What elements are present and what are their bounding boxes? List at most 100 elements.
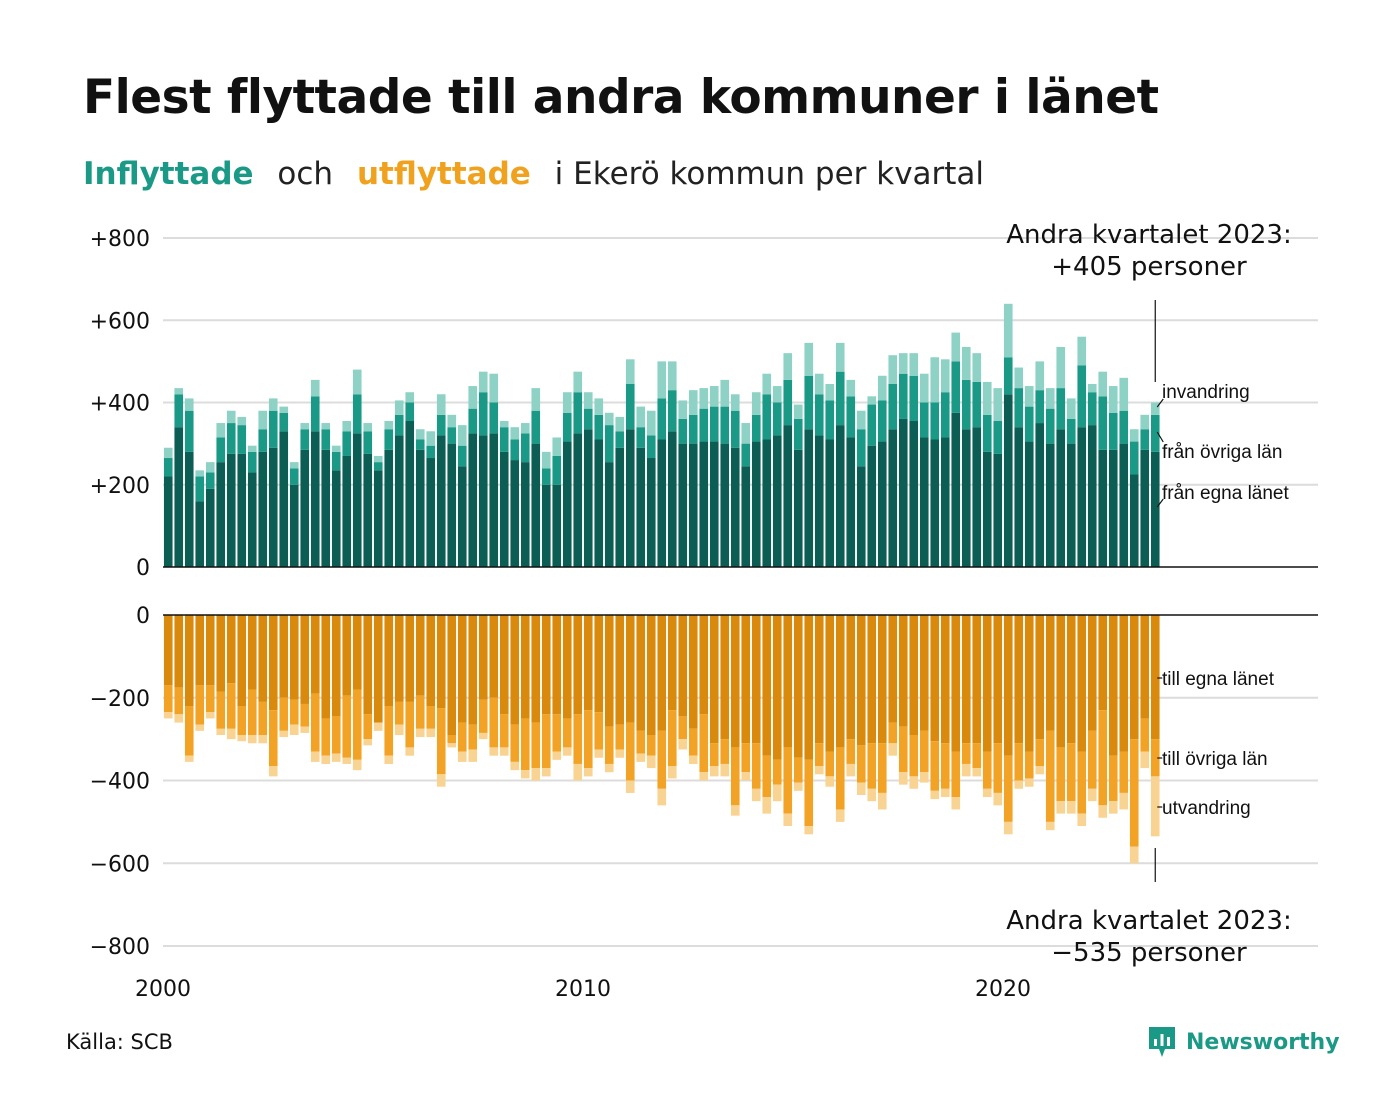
bar-in-segment [1066, 418, 1076, 444]
bar-in-segment [1129, 441, 1139, 475]
bar-in-segment [741, 466, 751, 567]
bar-out-segment [762, 615, 772, 756]
bar-in-segment [646, 435, 656, 459]
bar-in-segment [352, 433, 362, 567]
brand-name: Newsworthy [1186, 1029, 1340, 1055]
bar-in-segment [384, 421, 394, 430]
bar-in-segment [478, 371, 488, 393]
bar-out-segment [1140, 718, 1150, 752]
bar-out-segment [216, 615, 226, 692]
bar-out-segment [1066, 615, 1076, 744]
bar-out-segment [835, 615, 845, 748]
bar-in-segment [499, 421, 509, 428]
bar-out-segment [489, 747, 499, 756]
bar-out-segment [405, 615, 415, 702]
bar-out-segment [247, 689, 257, 735]
bar-in-segment [1056, 429, 1066, 567]
bar-out-segment [1108, 615, 1118, 756]
bar-out-segment [163, 615, 173, 686]
bar-out-segment [394, 701, 404, 725]
bar-in-segment [268, 410, 278, 448]
bar-out-segment [678, 716, 688, 740]
bar-in-segment [804, 375, 814, 430]
bar-out-segment [163, 712, 173, 719]
bar-out-segment [352, 615, 362, 690]
bar-in-segment [594, 439, 604, 567]
bar-in-segment [814, 373, 824, 395]
bar-out-segment [1056, 747, 1066, 802]
bar-in-segment [216, 423, 226, 438]
bar-in-segment [520, 423, 530, 434]
bar-out-segment [279, 697, 289, 731]
bar-in-segment [898, 353, 908, 374]
y-tick-label-bottom: −200 [90, 687, 150, 712]
bar-in-segment [982, 414, 992, 452]
bar-out-segment [541, 768, 551, 777]
bar-out-segment [205, 685, 215, 713]
bar-in-segment [804, 429, 814, 567]
bar-in-segment [1098, 371, 1108, 397]
bar-in-segment [310, 431, 320, 567]
bar-in-segment [688, 390, 698, 415]
bar-in-segment [982, 451, 992, 567]
bar-in-segment [783, 425, 793, 567]
bar-in-segment [331, 445, 341, 452]
bar-out-segment [216, 728, 226, 735]
bar-in-segment [825, 439, 835, 567]
bar-in-segment [877, 375, 887, 401]
bar-out-segment [1087, 788, 1097, 802]
bar-out-segment [919, 772, 929, 783]
bar-out-segment [1003, 755, 1013, 822]
bar-out-segment [363, 739, 373, 746]
bar-in-segment [982, 381, 992, 415]
bar-in-segment [489, 373, 499, 403]
bar-out-segment [751, 615, 761, 744]
bar-in-segment [1045, 388, 1055, 409]
bar-out-segment [363, 714, 373, 740]
bar-in-segment [394, 435, 404, 567]
bar-in-segment [783, 379, 793, 426]
bar-out-segment [1003, 821, 1013, 835]
bar-out-segment [279, 730, 289, 738]
bar-out-segment [321, 615, 331, 719]
bar-in-segment [877, 400, 887, 442]
bar-in-segment [930, 439, 940, 567]
labels: +800 +600 +400 +200 0 0 −200 −400 −600 −800 2000 20… [90, 227, 1290, 1002]
bar-out-segment [678, 739, 688, 750]
y-tick-label-bottom: −400 [90, 770, 150, 795]
bar-out-segment [468, 615, 478, 725]
bar-in-segment [1140, 429, 1150, 450]
bar-in-segment [342, 431, 352, 456]
bar-out-segment [867, 743, 877, 789]
bar-out-segment [457, 751, 467, 762]
bar-in-segment [856, 410, 866, 430]
bar-out-segment [793, 782, 803, 791]
bar-in-segment [972, 427, 982, 567]
bar-out-segment [184, 706, 194, 756]
bar-out-segment [520, 718, 530, 771]
bar-in-segment [730, 447, 740, 567]
bar-in-segment [363, 423, 373, 432]
bar-in-segment [1087, 383, 1097, 393]
bar-out-segment [489, 615, 499, 698]
bar-out-segment [1108, 755, 1118, 802]
bar-out-segment [1150, 739, 1160, 777]
bar-in-segment [499, 451, 509, 567]
bar-out-segment [930, 741, 940, 791]
bar-in-segment [951, 412, 961, 567]
bar-in-segment [205, 472, 215, 489]
bar-in-segment [1024, 406, 1034, 442]
bar-in-segment [919, 402, 929, 438]
bar-in-segment [184, 410, 194, 452]
bar-in-segment [562, 441, 572, 567]
bar-out-segment [783, 747, 793, 814]
bar-out-segment [709, 766, 719, 777]
bar-out-segment [1003, 615, 1013, 756]
bar-out-segment [415, 615, 425, 696]
bar-out-segment [1077, 751, 1087, 814]
newsworthy-logo: Newsworthy [1146, 1024, 1340, 1060]
bar-in-segment [415, 429, 425, 440]
bar-out-segment [195, 685, 205, 725]
bar-out-segment [909, 615, 919, 735]
y-tick-label-top: 0 [136, 556, 150, 581]
